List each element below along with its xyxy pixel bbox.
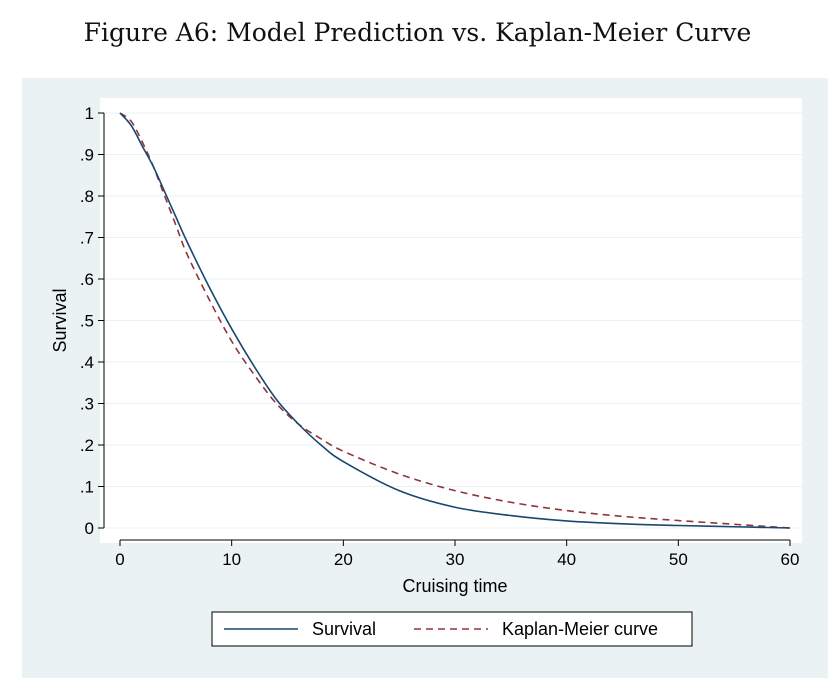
x-tick-label: 0	[115, 550, 124, 569]
y-axis-label: Survival	[50, 288, 70, 352]
y-tick-label: .5	[80, 312, 94, 331]
legend-label-kaplan-meier: Kaplan-Meier curve	[502, 619, 658, 639]
x-tick-label: 20	[334, 550, 353, 569]
series-layer	[119, 112, 791, 529]
y-tick-label: .4	[80, 353, 94, 372]
y-tick-label: 1	[85, 104, 94, 123]
legend-label-survival: Survival	[312, 619, 376, 639]
x-axis-label: Cruising time	[402, 576, 507, 596]
y-tick-label: .9	[80, 146, 94, 165]
x-tick-label: 40	[557, 550, 576, 569]
y-tick-label: .7	[80, 229, 94, 248]
y-ticks: 0 .1 .2 .3 .4 .5 .6 .7 .8 .9 1	[80, 104, 104, 538]
x-tick-label: 10	[222, 550, 241, 569]
grid-lines	[100, 112, 802, 529]
x-tick-label: 60	[781, 550, 800, 569]
survival-chart: 0 .1 .2 .3 .4 .5 .6 .7 .8 .9 1 0 10 20 30 40 50 60 Survi…	[50, 98, 802, 647]
x-ticks: 0 10 20 30 40 50 60	[115, 540, 799, 569]
y-tick-label: .6	[80, 270, 94, 289]
figure-title: Figure A6: Model Prediction vs. Kaplan-M…	[83, 18, 752, 47]
chart-frame: 0 .1 .2 .3 .4 .5 .6 .7 .8 .9 1 0 10 20 30 40 50 60 Survi…	[22, 78, 828, 678]
legend: Survival Kaplan-Meier curve	[211, 611, 693, 647]
y-tick-label: .3	[80, 395, 94, 414]
y-tick-label: 0	[85, 519, 94, 538]
series-line-survival	[119, 112, 791, 529]
y-tick-label: .1	[80, 478, 94, 497]
x-tick-label: 30	[446, 550, 465, 569]
y-tick-label: .2	[80, 436, 94, 455]
series-line-kaplan-meier	[119, 112, 791, 529]
x-tick-label: 50	[669, 550, 688, 569]
y-tick-label: .8	[80, 187, 94, 206]
